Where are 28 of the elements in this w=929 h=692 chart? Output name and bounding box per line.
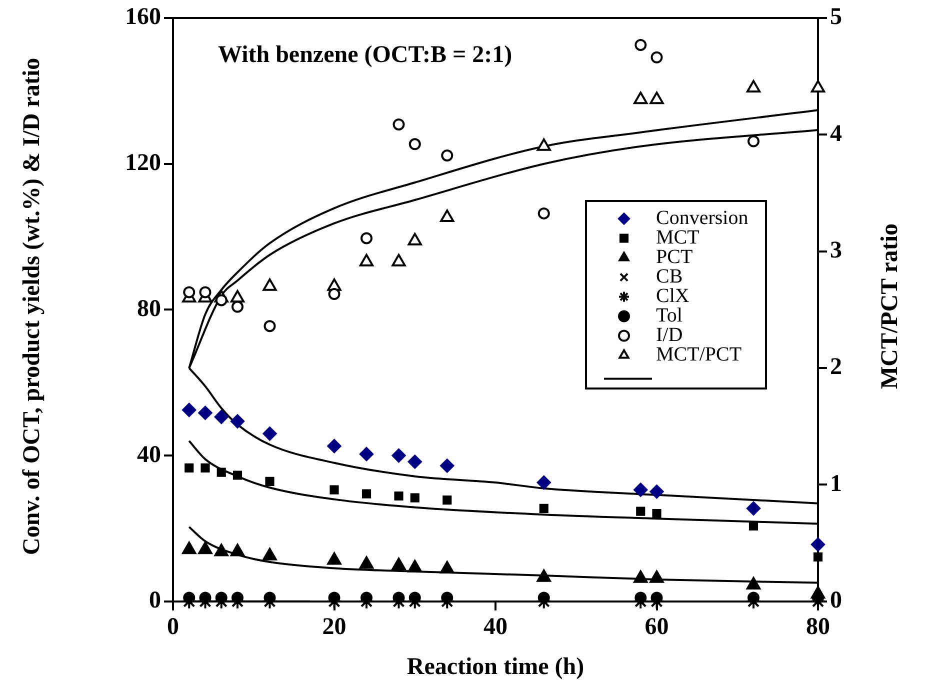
legend-label: I/D bbox=[656, 324, 683, 346]
x-axis-title: Reaction time (h) bbox=[406, 654, 584, 680]
y2-tick-label: 3 bbox=[830, 238, 842, 264]
legend-label: PCT bbox=[656, 246, 693, 268]
legend-label: MCT/PCT bbox=[656, 344, 742, 366]
legend-label: Conversion bbox=[656, 207, 748, 229]
legend-label: Tol bbox=[656, 304, 683, 326]
legend-label: CB bbox=[656, 266, 683, 288]
legend-label: ClX bbox=[656, 285, 690, 307]
x-tick-label: 0 bbox=[167, 614, 179, 640]
y-axis-title: Conv. of OCT, product yields (wt.%) & I/D ratio bbox=[18, 56, 46, 557]
text: With benzene (OCT:B = 2:1) bbox=[218, 42, 512, 68]
x-tick-label: 40 bbox=[484, 614, 508, 640]
y-tick-label: 120 bbox=[125, 150, 161, 176]
y2-tick-label: 2 bbox=[830, 354, 842, 380]
y-tick-label: 80 bbox=[137, 296, 161, 322]
x-tick-label: 20 bbox=[322, 614, 346, 640]
y2-tick-label: 1 bbox=[830, 470, 842, 497]
x-tick-label: 80 bbox=[806, 614, 830, 640]
y-tick-label: 160 bbox=[125, 4, 161, 30]
y-tick-label: 0 bbox=[149, 588, 161, 614]
y2-axis-title: MCT/PCT ratio bbox=[876, 222, 904, 391]
legend-label: MCT bbox=[656, 226, 700, 248]
x-tick-label: 60 bbox=[644, 614, 669, 640]
y2-tick-label: 0 bbox=[830, 588, 842, 614]
y2-tick-label: 4 bbox=[830, 120, 842, 147]
y-tick-label: 40 bbox=[137, 442, 161, 468]
y2-tick-label: 5 bbox=[830, 4, 842, 30]
